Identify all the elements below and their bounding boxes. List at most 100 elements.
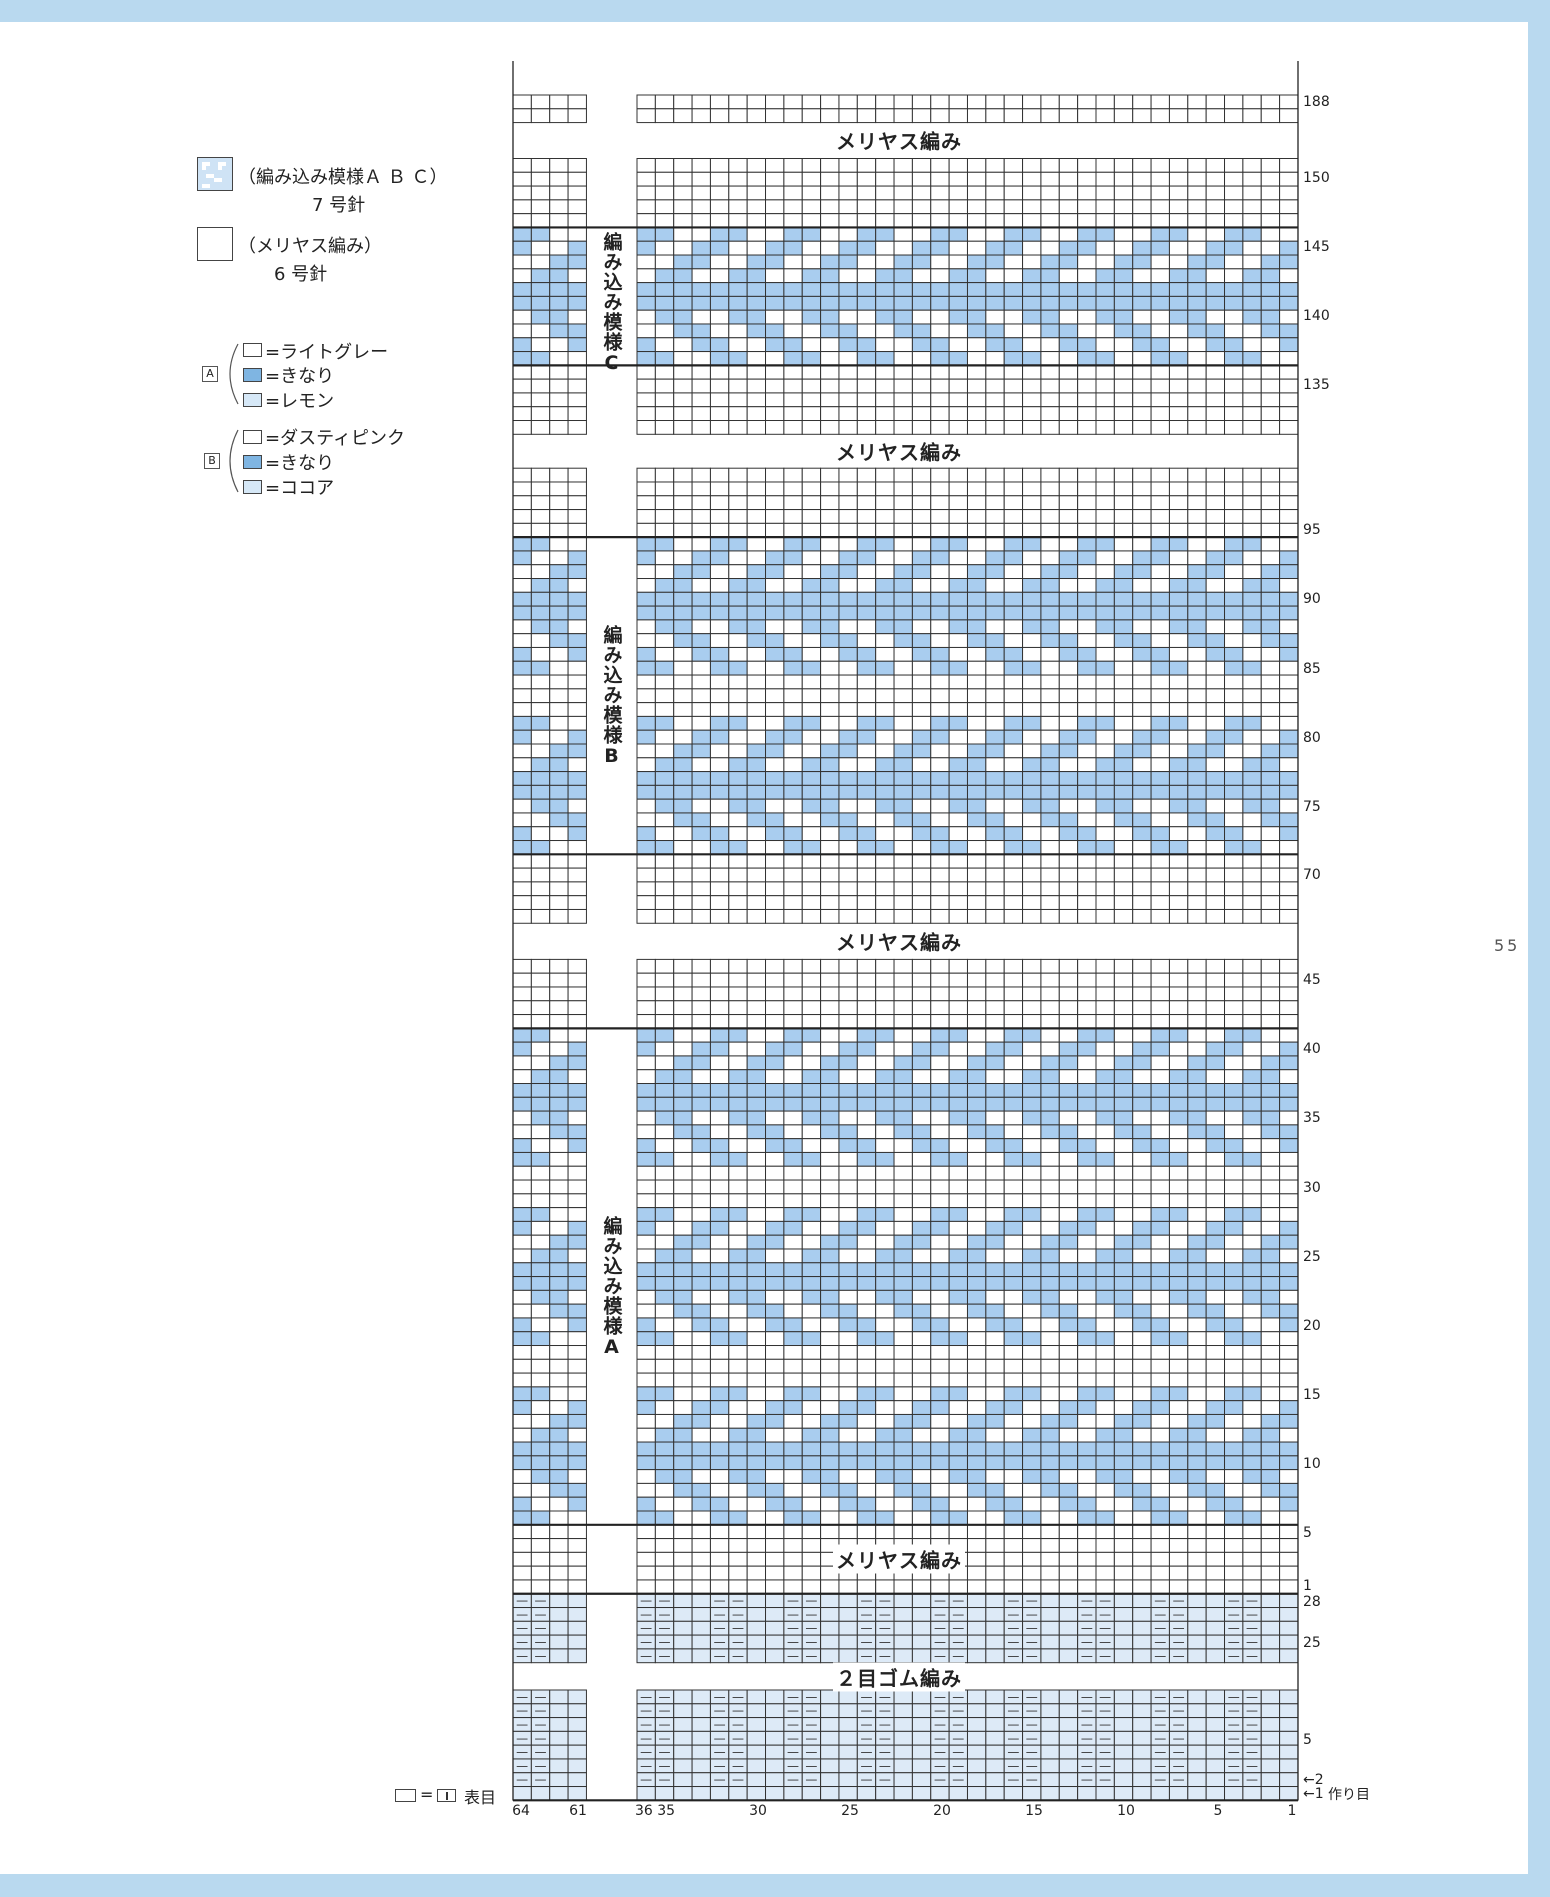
stitch-cell xyxy=(1022,1510,1042,1526)
stitch-cell xyxy=(1279,351,1299,366)
stitch-cell xyxy=(1003,550,1024,566)
stitch-cell xyxy=(838,1427,858,1443)
stitch-cell xyxy=(728,840,748,855)
row-label: 135 xyxy=(1303,377,1330,393)
stitch-cell xyxy=(1077,550,1097,566)
stitch-cell xyxy=(875,158,895,173)
stitch-cell xyxy=(985,1620,1005,1636)
stitch-cell xyxy=(567,1744,587,1760)
stitch-cell xyxy=(728,240,748,256)
stitch-cell xyxy=(1279,323,1299,339)
stitch-cell xyxy=(512,908,532,924)
stitch-cell xyxy=(1224,1331,1244,1347)
stitch-cell xyxy=(636,392,656,408)
stitch-cell xyxy=(549,1193,569,1209)
stitch-cell xyxy=(801,1400,822,1415)
scheme-a-color-label: =きなり xyxy=(265,366,335,387)
stitch-cell xyxy=(1058,536,1079,552)
stitch-cell xyxy=(567,1717,587,1732)
stitch-cell xyxy=(549,1358,569,1374)
stitch-cell xyxy=(966,1345,987,1360)
stitch-cell xyxy=(654,1413,675,1429)
stitch-cell xyxy=(1168,798,1189,814)
stitch-cell xyxy=(1224,1138,1244,1153)
stitch-cell xyxy=(1040,1744,1060,1760)
stitch-cell xyxy=(567,1469,587,1484)
stitch-cell xyxy=(985,688,1005,704)
stitch-cell xyxy=(1058,958,1079,974)
stitch-cell xyxy=(893,674,913,690)
stitch-cell xyxy=(636,1207,656,1222)
stitch-cell xyxy=(728,1441,748,1457)
stitch-cell xyxy=(673,1510,693,1526)
stitch-cell xyxy=(838,784,858,800)
purl-mark: — xyxy=(1246,1745,1258,1759)
stitch-cell xyxy=(1205,1689,1226,1705)
stitch-cell xyxy=(746,1579,767,1595)
stitch-cell xyxy=(1260,406,1281,422)
stitch-cell xyxy=(654,688,675,704)
stitch-cell xyxy=(549,1593,569,1609)
stitch-cell xyxy=(1224,213,1244,228)
stitch-cell xyxy=(1040,1083,1060,1098)
stitch-cell xyxy=(948,840,968,855)
purl-mark: — xyxy=(1081,1649,1093,1663)
stitch-cell xyxy=(765,1524,785,1540)
stitch-cell xyxy=(911,309,932,325)
stitch-cell xyxy=(512,1524,532,1540)
stitch-cell xyxy=(567,1179,587,1195)
stitch-cell xyxy=(1058,1510,1079,1526)
stitch-cell xyxy=(1113,1758,1134,1774)
stitch-cell xyxy=(820,1138,840,1153)
stitch-cell xyxy=(530,254,551,270)
stitch-cell xyxy=(966,853,987,869)
stitch-cell xyxy=(801,1551,822,1567)
stitch-cell xyxy=(893,536,913,552)
stitch-cell xyxy=(1187,420,1207,435)
stitch-cell xyxy=(654,1276,675,1291)
stitch-cell xyxy=(746,1607,767,1622)
stitch-cell xyxy=(1260,213,1281,228)
stitch-cell xyxy=(1187,578,1207,593)
stitch-cell xyxy=(691,309,711,325)
stitch-cell xyxy=(512,1055,532,1071)
stitch-cell xyxy=(1040,1717,1060,1732)
stitch-cell xyxy=(856,1165,877,1181)
stitch-cell xyxy=(1132,743,1152,759)
stitch-cell xyxy=(966,908,987,924)
stitch-cell xyxy=(893,1455,913,1471)
stitch-cell xyxy=(691,323,711,339)
stitch-cell xyxy=(1150,972,1170,988)
stitch-cell xyxy=(691,771,711,786)
stitch-cell xyxy=(549,633,569,648)
stitch-cell xyxy=(1058,633,1079,648)
stitch-cell xyxy=(1113,392,1134,408)
stitch-cell xyxy=(1279,881,1299,897)
stitch-cell xyxy=(1279,1607,1299,1622)
purl-mark: — xyxy=(535,1621,547,1635)
stitch-cell xyxy=(1150,337,1170,353)
stitch-cell xyxy=(1058,213,1079,228)
stitch-cell xyxy=(1150,1193,1170,1209)
stitch-cell xyxy=(856,1331,877,1347)
stitch-cell xyxy=(893,1193,913,1209)
stitch-cell xyxy=(746,406,767,422)
stitch-cell xyxy=(567,1124,587,1140)
stitch-cell xyxy=(966,522,987,538)
stitch-cell xyxy=(1168,1496,1189,1512)
stitch-cell xyxy=(911,840,932,855)
stitch-cell xyxy=(783,853,803,869)
stitch-cell xyxy=(654,1331,675,1347)
stitch-cell xyxy=(948,1289,968,1305)
stitch-cell xyxy=(1279,1345,1299,1360)
stitch-cell xyxy=(1168,378,1189,394)
stitch-cell xyxy=(636,591,656,607)
stitch-cell xyxy=(1003,1331,1024,1347)
stitch-cell xyxy=(1132,646,1152,662)
stitch-cell xyxy=(838,1027,858,1043)
stitch-cell xyxy=(636,1151,656,1167)
stitch-cell xyxy=(636,605,656,621)
stitch-cell xyxy=(1095,702,1115,717)
stitch-cell xyxy=(1003,254,1024,270)
stitch-cell xyxy=(783,1207,803,1222)
